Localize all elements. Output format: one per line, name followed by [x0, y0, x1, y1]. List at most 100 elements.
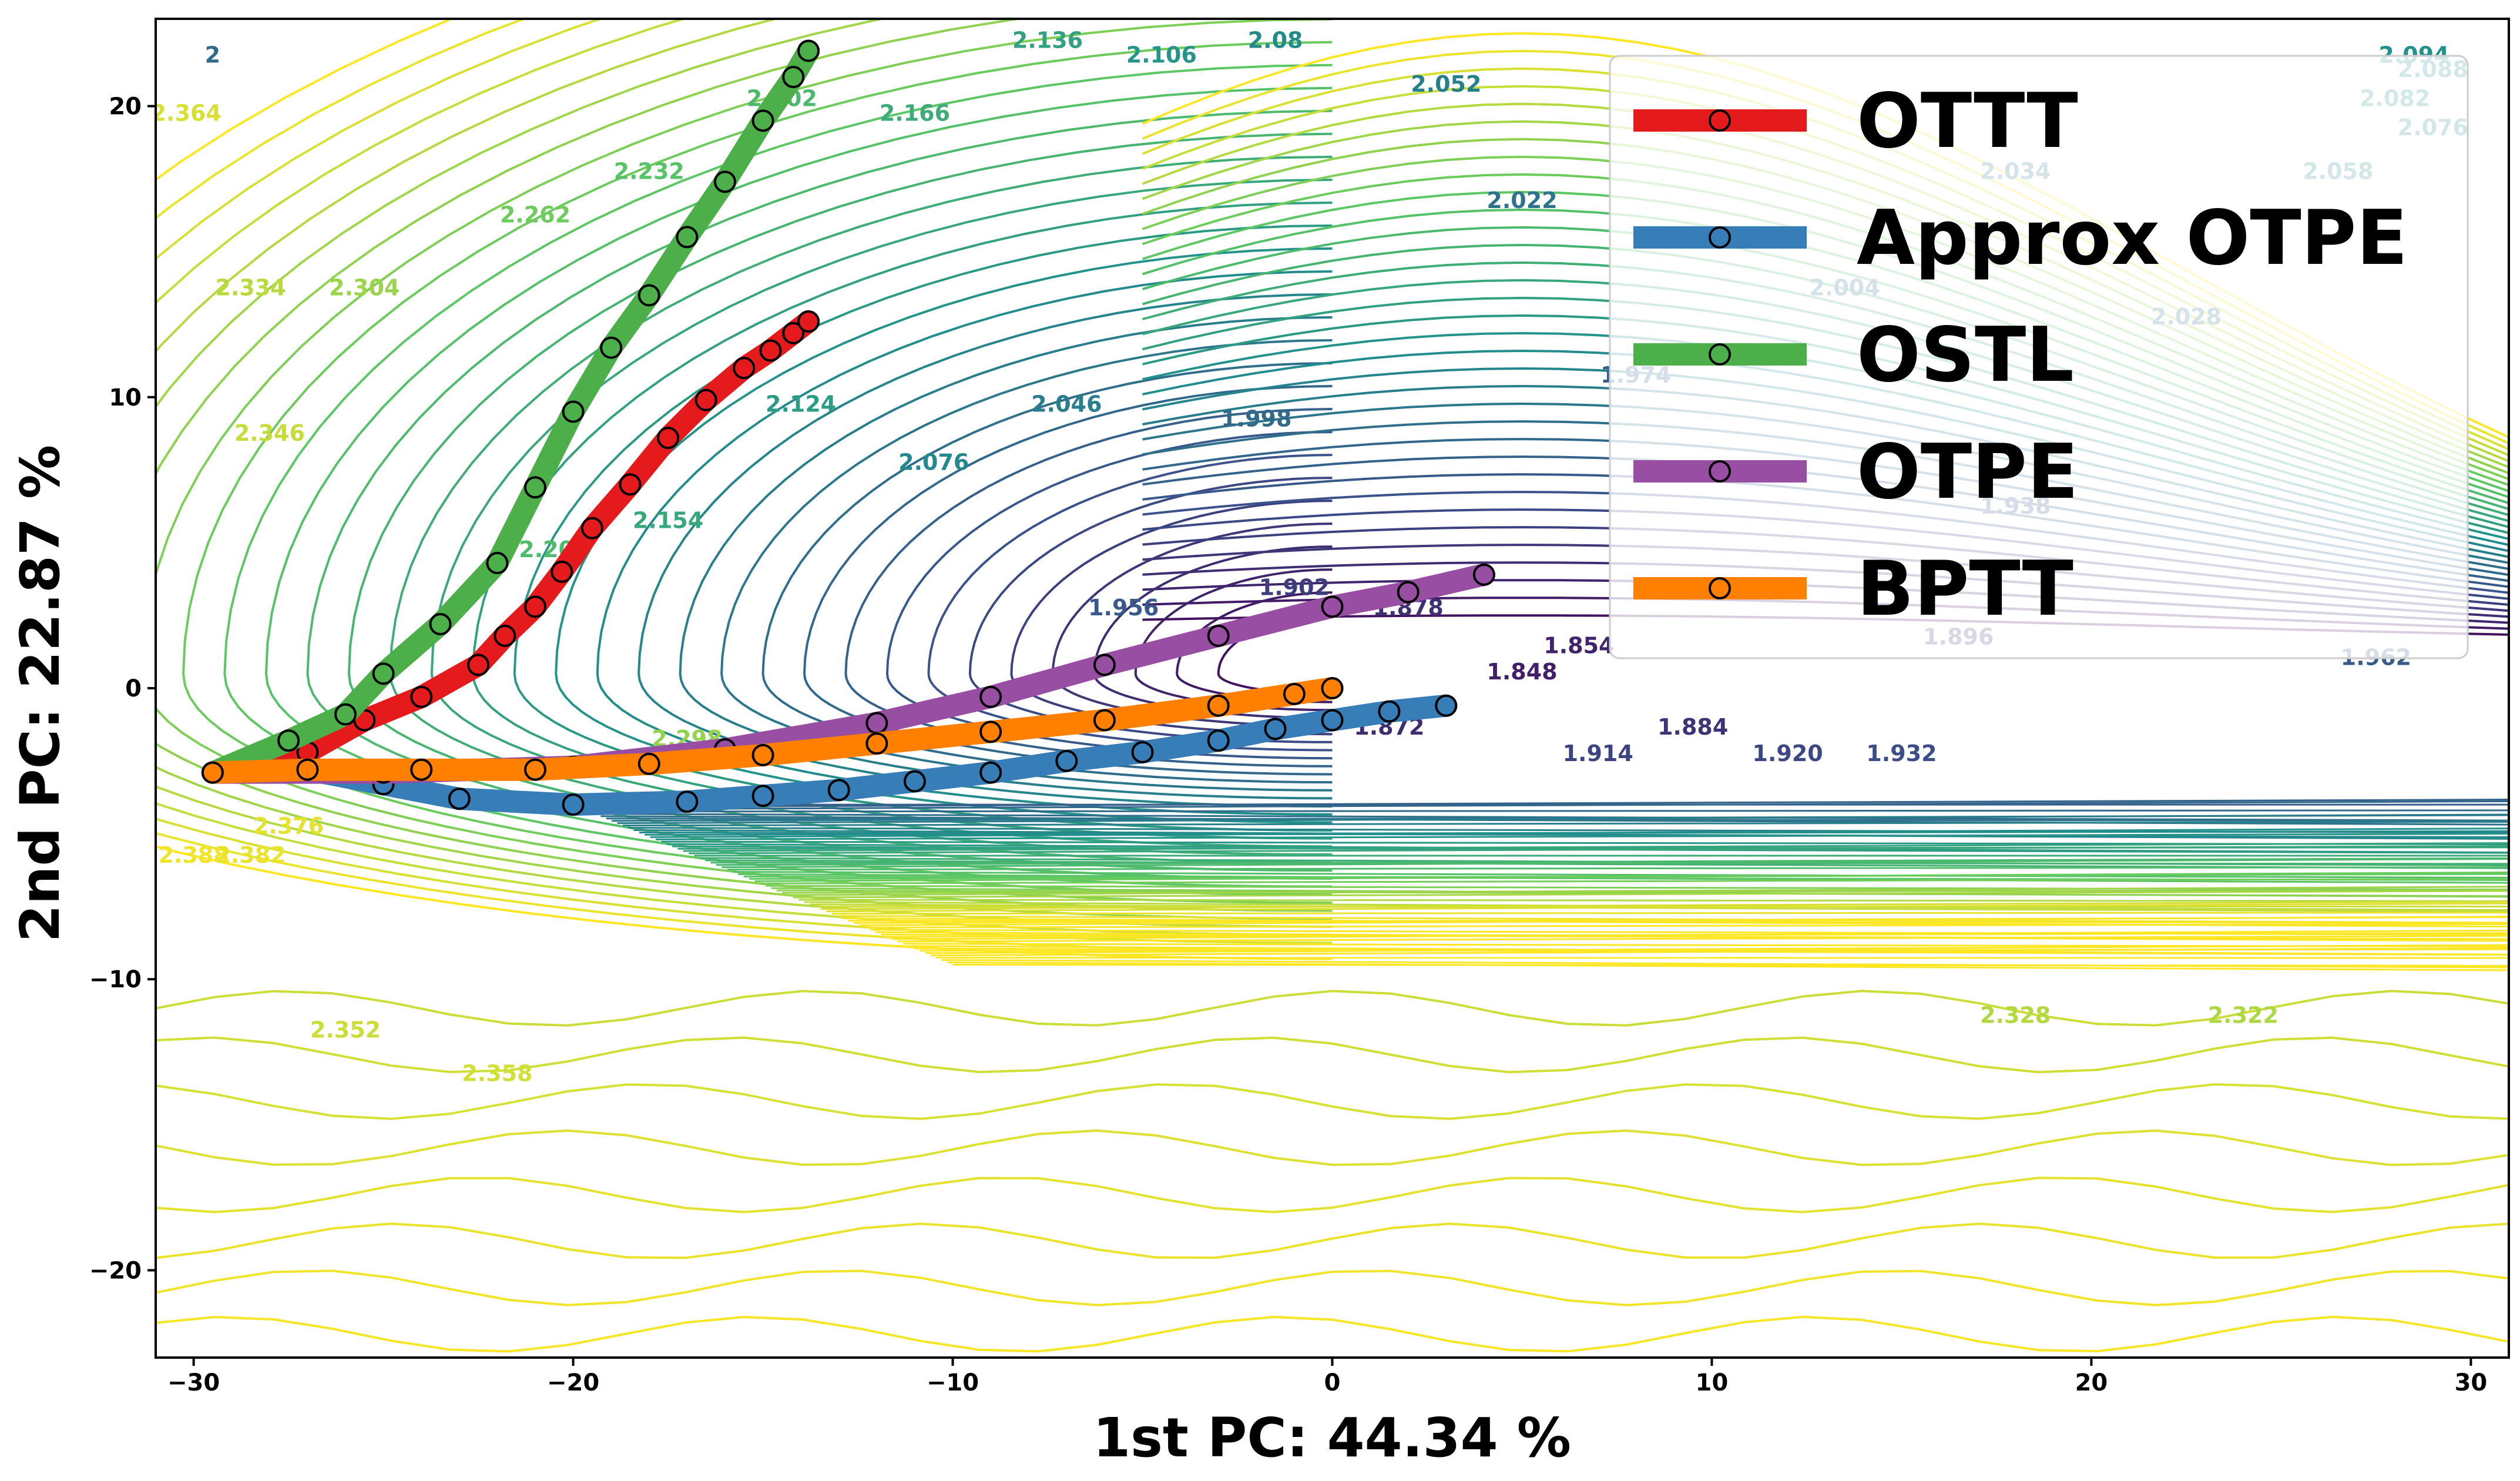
contour-label: 2.166 [880, 100, 950, 126]
contour-line [793, 890, 2509, 899]
data-point [429, 613, 452, 636]
contour-line [864, 923, 2509, 929]
contour-label: 2.388 [158, 842, 229, 868]
data-point [751, 743, 774, 766]
contour-line [831, 912, 2509, 915]
y-tick-label: −10 [89, 966, 142, 993]
data-point [979, 761, 1002, 784]
x-tick-label: 30 [2455, 1369, 2488, 1396]
data-point [486, 552, 509, 575]
contour-line [156, 19, 1333, 944]
legend-entry: OTPE [1633, 428, 2078, 516]
contour-line [513, 224, 1333, 832]
contour-line [754, 871, 2509, 882]
data-point [637, 284, 660, 307]
contour-line [555, 247, 1333, 824]
contour-line [820, 900, 2509, 910]
contour-label: 1.956 [1088, 595, 1159, 621]
data-point [619, 473, 642, 496]
data-point [865, 732, 888, 755]
data-point [1472, 563, 1495, 586]
contour-line [578, 799, 2509, 808]
contour-label: 2.232 [614, 158, 684, 184]
data-point [494, 624, 516, 647]
data-point [334, 703, 357, 726]
x-tick-label: −20 [547, 1369, 599, 1396]
contour-line [798, 899, 2509, 902]
contour-label: 2.334 [215, 274, 286, 300]
contour-label: 2.046 [1031, 391, 1102, 417]
contour-label: 2.124 [766, 391, 836, 417]
contour-line [650, 827, 2509, 838]
contour-line [639, 831, 2509, 838]
series-line [201, 310, 820, 784]
contour-label: 2.376 [253, 813, 324, 839]
contour-line [156, 19, 1333, 912]
contour-line [156, 1222, 2509, 1259]
contour-label: 2.352 [310, 1017, 381, 1043]
contour-line [897, 935, 2509, 943]
y-tick-label: −20 [89, 1257, 142, 1284]
x-axis-ticks: −30 −20 −10 0 10 20 30 [167, 1358, 2487, 1396]
contour-line [430, 178, 1333, 848]
contour-line [689, 845, 2509, 855]
contour-line [156, 1315, 2509, 1353]
y-tick-label: 0 [125, 675, 142, 702]
data-point [524, 595, 546, 618]
contour-label: 1.932 [1866, 740, 1937, 766]
contour-label: 1.848 [1487, 659, 1557, 685]
legend-label: OTPE [1857, 428, 2078, 516]
data-point [797, 310, 820, 333]
data-point [562, 400, 585, 423]
legend-marker [1709, 343, 1731, 366]
contour-label: 2.154 [633, 508, 703, 534]
data-point [1093, 654, 1116, 676]
contour-line [859, 916, 2509, 926]
contour-line [156, 1177, 2509, 1214]
data-point [410, 685, 433, 708]
data-point [782, 66, 805, 89]
y-axis-title: 2nd PC: 22.87 % [9, 445, 72, 942]
contour-label: 2.322 [2208, 1003, 2279, 1028]
data-point [1321, 595, 1344, 618]
contour-line [892, 929, 2509, 940]
legend-label: BPTT [1857, 545, 2073, 633]
legend-label: Approx OTPE [1857, 195, 2408, 282]
x-axis-title: 1st PC: 44.34 % [1093, 1406, 1571, 1469]
data-point [467, 654, 490, 676]
data-point [296, 758, 319, 781]
legend-marker [1709, 577, 1731, 599]
contour-label: 1.920 [1753, 740, 1823, 766]
x-tick-label: 20 [2075, 1369, 2108, 1396]
data-point [979, 685, 1002, 708]
data-point [1397, 581, 1420, 604]
contour-line [927, 454, 1333, 752]
contour-line [931, 947, 2509, 957]
contour-line [716, 857, 2509, 866]
x-tick-label: −10 [927, 1369, 979, 1396]
data-point [410, 758, 433, 781]
contour-label: 2.076 [898, 450, 969, 475]
contour-line [637, 293, 1333, 808]
legend-entry: OSTL [1633, 311, 2074, 399]
series-bptt [201, 677, 1344, 784]
series-ottt [201, 310, 820, 784]
data-point [448, 788, 471, 810]
contour-line [683, 842, 2509, 852]
contour-line [622, 820, 2509, 827]
contour-line [968, 477, 1333, 743]
contour-line [617, 813, 2509, 825]
contour-line [596, 270, 1333, 816]
contour-label: 2.262 [500, 202, 571, 228]
data-point [797, 39, 820, 62]
legend: OTTT Approx OTPE OSTL OTPE BPTT [1609, 55, 2469, 659]
series-line [201, 677, 1344, 784]
contour-label: 2.08 [1248, 28, 1303, 53]
series-ostl [201, 39, 820, 784]
contour-label: 1.902 [1259, 575, 1330, 601]
data-point [733, 357, 756, 380]
series-approx-otpe [201, 694, 1458, 816]
contour-line [156, 19, 1333, 952]
legend-entry: BPTT [1633, 545, 2073, 633]
contour-line [722, 857, 2509, 869]
